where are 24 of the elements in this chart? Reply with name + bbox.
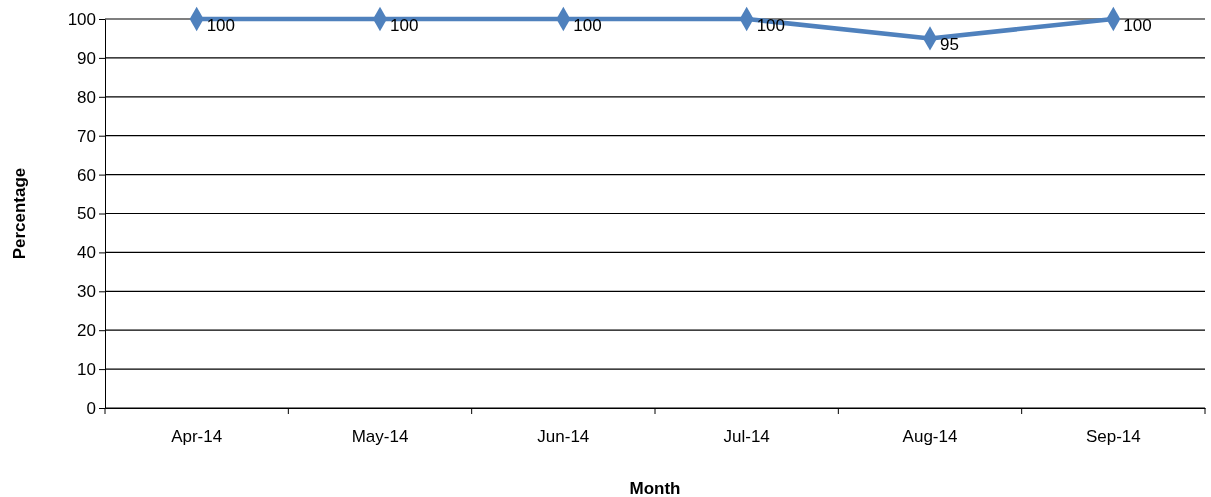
x-tick-label: May-14 [351,427,409,447]
y-tick-label: 40 [77,243,96,263]
x-tick-label: Sep-14 [1085,427,1141,447]
y-tick-label: 0 [86,398,96,418]
data-label: 100 [573,16,602,35]
y-tick-label: 100 [67,9,96,29]
data-label: 100 [206,16,236,35]
y-tick-label: 60 [77,165,96,185]
data-label: 100 [1123,16,1152,35]
y-axis-title: Percentage [10,167,29,260]
y-tick-label: 70 [77,126,96,146]
y-tick-label: 90 [77,48,96,68]
y-tick-label: 80 [77,87,96,107]
y-tick-label: 30 [77,282,96,302]
y-tick-label: 50 [77,204,96,224]
x-tick-label: Jul-14 [723,427,770,447]
y-tick-label: 20 [77,321,96,341]
y-tick-label: 10 [77,360,96,380]
x-tick-label: Apr-14 [171,427,223,447]
data-label: 95 [940,35,959,55]
x-axis-title: Month [629,479,681,497]
x-tick-label: Jun-14 [537,427,590,447]
x-tick-label: Aug-14 [902,427,958,447]
data-label: 100 [390,16,419,35]
